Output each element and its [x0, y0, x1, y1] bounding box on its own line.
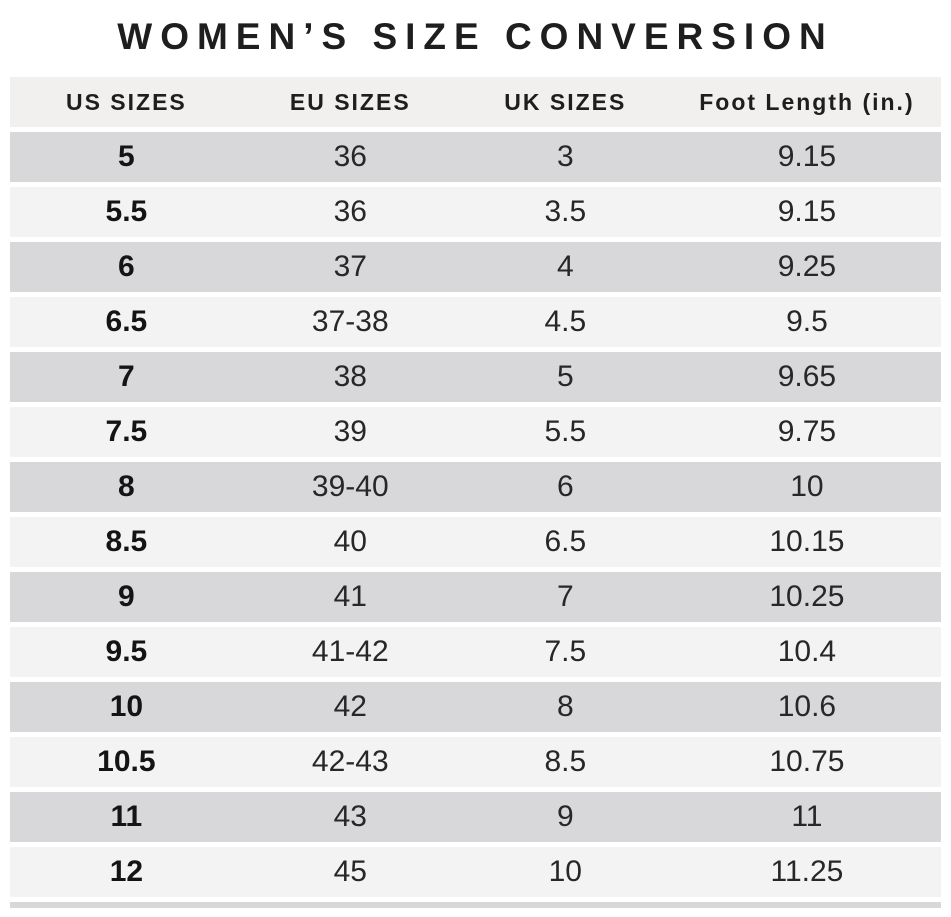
foot-length-cell: 10.4 [672, 627, 941, 677]
column-header-foot-length: Foot Length (in.) [672, 77, 941, 127]
eu-size-cell: 36 [242, 187, 458, 237]
column-header-uk-sizes: UK SIZES [457, 77, 673, 127]
page-title: WOMEN’S SIZE CONVERSION [117, 16, 834, 57]
uk-size-cell: 9 [457, 792, 673, 842]
foot-length-cell: 10.15 [672, 517, 941, 567]
us-size-cell: 9 [10, 572, 243, 622]
table-row: 11 43 9 11 [10, 792, 941, 842]
us-size-cell: 10.5 [10, 737, 243, 787]
uk-size-cell: 6 [457, 462, 673, 512]
uk-size-cell: 4.5 [457, 297, 673, 347]
us-size-cell: 6 [10, 242, 243, 292]
eu-size-cell: 43 [242, 792, 458, 842]
table-row: 7 38 5 9.65 [10, 352, 941, 402]
foot-length-cell: 9.25 [672, 242, 941, 292]
column-header-us-sizes: US SIZES [10, 77, 243, 127]
table-row: 8 39-40 6 10 [10, 462, 941, 512]
eu-size-cell: 42 [242, 682, 458, 732]
us-size-cell: 10 [10, 682, 243, 732]
us-size-cell: 6.5 [10, 297, 243, 347]
table-row: 10.5 42-43 8.5 10.75 [10, 737, 941, 787]
uk-size-cell: 3 [457, 132, 673, 182]
us-size-cell: 8.5 [10, 517, 243, 567]
uk-size-cell: 6.5 [457, 517, 673, 567]
foot-length-cell: 9.75 [672, 407, 941, 457]
table-row: 9 41 7 10.25 [10, 572, 941, 622]
table-row: 8.5 40 6.5 10.15 [10, 517, 941, 567]
foot-length-cell: 11.25 [672, 847, 941, 897]
table-row: 9.5 41-42 7.5 10.4 [10, 627, 941, 677]
eu-size-cell: 36 [242, 132, 458, 182]
uk-size-cell: 3.5 [457, 187, 673, 237]
uk-size-cell: 8.5 [457, 737, 673, 787]
us-size-cell: 8 [10, 462, 243, 512]
us-size-cell: 12 [10, 847, 243, 897]
table-header-row: US SIZES EU SIZES UK SIZES Foot Length (in.… [10, 77, 941, 127]
foot-length-cell: 10.6 [672, 682, 941, 732]
uk-size-cell: 7 [457, 572, 673, 622]
uk-size-cell: 10 [457, 847, 673, 897]
table-row: 10 42 8 10.6 [10, 682, 941, 732]
eu-size-cell: 37-38 [242, 297, 458, 347]
foot-length-cell: 10 [672, 462, 941, 512]
eu-size-cell: 39 [242, 407, 458, 457]
table-row: 5 36 3 9.15 [10, 132, 941, 182]
foot-length-cell: 10.75 [672, 737, 941, 787]
foot-length-cell: 9.65 [672, 352, 941, 402]
table-row: 7.5 39 5.5 9.75 [10, 407, 941, 457]
foot-length-cell: 9.15 [672, 187, 941, 237]
foot-length-cell: 9.5 [672, 297, 941, 347]
size-conversion-table: US SIZES EU SIZES UK SIZES Foot Length (in.… [10, 72, 941, 902]
table-row: 12 45 10 11.25 [10, 847, 941, 897]
us-size-cell: 7 [10, 352, 243, 402]
uk-size-cell: 5.5 [457, 407, 673, 457]
foot-length-cell: 9.15 [672, 132, 941, 182]
us-size-cell: 5 [10, 132, 243, 182]
us-size-cell: 9.5 [10, 627, 243, 677]
column-header-eu-sizes: EU SIZES [242, 77, 458, 127]
eu-size-cell: 39-40 [242, 462, 458, 512]
eu-size-cell: 42-43 [242, 737, 458, 787]
eu-size-cell: 41-42 [242, 627, 458, 677]
table-row: 6.5 37-38 4.5 9.5 [10, 297, 941, 347]
us-size-cell: 7.5 [10, 407, 243, 457]
us-size-cell: 5.5 [10, 187, 243, 237]
foot-length-cell: 11 [672, 792, 941, 842]
eu-size-cell: 45 [242, 847, 458, 897]
uk-size-cell: 4 [457, 242, 673, 292]
uk-size-cell: 5 [457, 352, 673, 402]
foot-length-cell: 10.25 [672, 572, 941, 622]
table-row: 5.5 36 3.5 9.15 [10, 187, 941, 237]
eu-size-cell: 37 [242, 242, 458, 292]
uk-size-cell: 8 [457, 682, 673, 732]
eu-size-cell: 38 [242, 352, 458, 402]
uk-size-cell: 7.5 [457, 627, 673, 677]
us-size-cell: 11 [10, 792, 243, 842]
eu-size-cell: 41 [242, 572, 458, 622]
cropped-next-row-strip [10, 902, 941, 908]
table-body: 5 36 3 9.15 5.5 36 3.5 9.15 6 37 4 9.25 6.5 37-38 4.5 9… [10, 132, 941, 897]
eu-size-cell: 40 [242, 517, 458, 567]
table-row: 6 37 4 9.25 [10, 242, 941, 292]
